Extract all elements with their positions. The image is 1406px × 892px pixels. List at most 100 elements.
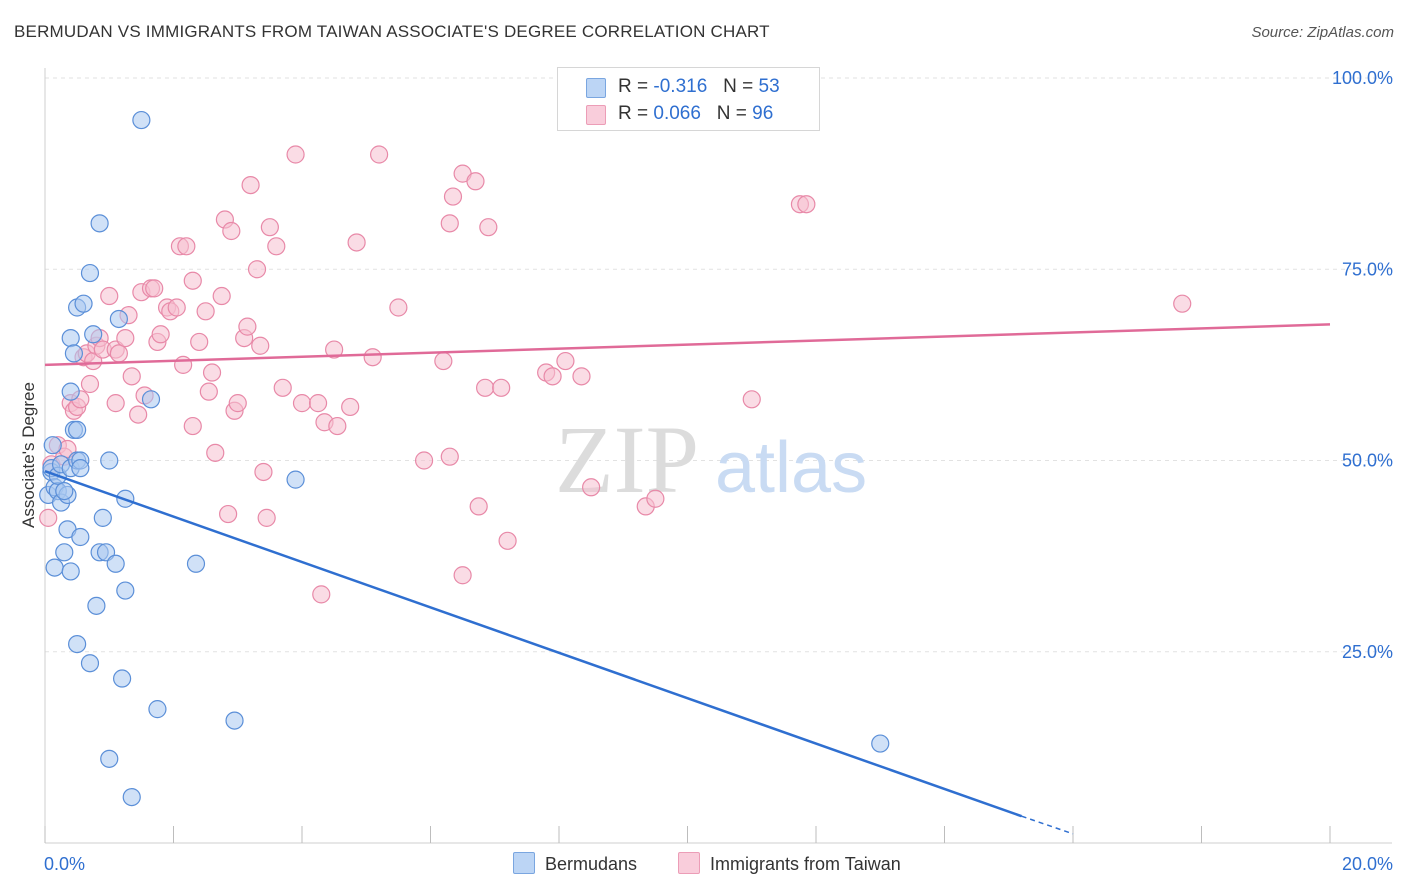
y-tick-label: 25.0% [1342, 642, 1393, 662]
data-point-bermudans [68, 634, 87, 654]
data-point-taiwan [312, 585, 331, 604]
data-point-taiwan [151, 325, 170, 344]
data-point-taiwan [257, 508, 276, 527]
data-point-taiwan [646, 489, 665, 508]
data-point-taiwan [222, 221, 241, 241]
data-point-taiwan [190, 332, 209, 352]
bottom-legend-bermudans: Bermudans [513, 852, 637, 875]
bottom-legend-swatch-pink [678, 852, 700, 874]
data-point-taiwan [1173, 294, 1192, 313]
data-point-taiwan [414, 451, 434, 470]
data-point-taiwan [476, 378, 495, 397]
data-point-taiwan [199, 382, 218, 401]
data-point-bermudans [186, 554, 206, 573]
data-point-taiwan [219, 504, 238, 524]
data-point-bermudans [106, 554, 125, 573]
data-point-bermudans [61, 562, 80, 581]
data-point-taiwan [363, 348, 382, 367]
data-point-taiwan [247, 260, 267, 279]
data-point-bermudans [71, 527, 90, 547]
data-point-taiwan [202, 363, 222, 382]
data-point-taiwan [286, 145, 305, 164]
data-point-bermudans [55, 543, 74, 562]
data-point-taiwan [498, 531, 517, 550]
correlation-legend: R = -0.316 N = 53 R = 0.066 N = 96 [557, 67, 820, 131]
data-point-taiwan [241, 176, 260, 195]
data-point-taiwan [543, 367, 562, 386]
data-point-bermudans [68, 420, 87, 439]
data-point-bermudans [109, 309, 128, 329]
legend-n-value-bermudans: 53 [758, 76, 780, 97]
data-point-bermudans [148, 700, 167, 719]
data-point-taiwan [183, 271, 202, 290]
data-point-taiwan [167, 298, 186, 317]
data-point-taiwan [347, 233, 366, 252]
watermark-atlas: atlas [715, 428, 867, 508]
data-point-bermudans [71, 459, 90, 478]
data-point-taiwan [174, 355, 193, 374]
y-tick-label: 75.0% [1342, 259, 1393, 279]
data-point-bermudans [43, 436, 62, 455]
data-point-taiwan [469, 497, 488, 516]
data-point-taiwan [308, 394, 328, 413]
bottom-legend-taiwan: Immigrants from Taiwan [678, 852, 901, 875]
data-point-taiwan [389, 298, 408, 317]
y-axis-label: Associate's Degree [19, 382, 38, 528]
chart-title: BERMUDAN VS IMMIGRANTS FROM TAIWAN ASSOC… [14, 22, 770, 41]
data-point-taiwan [106, 394, 125, 413]
data-point-taiwan [440, 447, 459, 466]
data-point-bermudans [100, 451, 119, 470]
data-point-bermudans [871, 734, 890, 753]
x-tick-label: 0.0% [44, 854, 85, 874]
data-point-taiwan [466, 172, 485, 191]
data-point-taiwan [122, 367, 141, 386]
data-point-taiwan [212, 286, 231, 306]
data-point-bermudans [90, 214, 109, 233]
data-point-taiwan [39, 508, 58, 527]
data-point-taiwan [228, 394, 247, 413]
legend-r-value-taiwan: 0.066 [653, 103, 701, 124]
data-point-bermudans [286, 470, 305, 489]
data-point-bermudans [132, 110, 151, 130]
trend-lines [44, 323, 1331, 835]
watermark: ZIP atlas [555, 406, 867, 513]
series-bermudans-points [39, 110, 890, 807]
data-point-taiwan [129, 405, 148, 424]
data-point-taiwan [328, 416, 347, 436]
data-point-taiwan [183, 416, 202, 436]
data-point-taiwan [434, 351, 453, 371]
legend-swatch-pink [586, 105, 606, 125]
data-point-taiwan [260, 218, 279, 237]
bottom-legend-label-taiwan: Immigrants from Taiwan [710, 854, 901, 874]
y-tick-label: 100.0% [1332, 68, 1393, 88]
y-tick-label: 50.0% [1342, 451, 1393, 471]
data-point-bermudans [87, 596, 106, 615]
data-point-taiwan [273, 378, 292, 397]
data-point-bermudans [80, 263, 100, 283]
data-point-taiwan [325, 340, 344, 359]
data-point-taiwan [196, 302, 215, 321]
trend-line-taiwan [44, 323, 1331, 367]
data-point-taiwan [341, 397, 360, 417]
grid-lines [45, 77, 1392, 653]
data-point-taiwan [440, 214, 459, 233]
data-point-taiwan [80, 374, 100, 394]
legend-n-value-taiwan: 96 [752, 103, 774, 124]
data-point-taiwan [556, 351, 575, 371]
data-point-bermudans [61, 382, 80, 401]
data-point-taiwan [797, 195, 816, 214]
data-point-bermudans [55, 482, 74, 501]
data-point-bermudans [122, 787, 141, 807]
tick-labels: 100.0% 75.0% 50.0% 25.0% 0.0% 20.0% [44, 68, 1393, 874]
data-point-taiwan [492, 378, 511, 397]
bottom-legend-label-bermudans: Bermudans [545, 854, 638, 874]
data-point-bermudans [112, 669, 132, 688]
data-point-taiwan [267, 237, 286, 256]
data-point-taiwan [582, 478, 601, 497]
watermark-zip: ZIP [555, 406, 699, 513]
data-point-taiwan [109, 344, 128, 363]
data-point-taiwan [292, 394, 312, 413]
trend-line-bermudans-extension [1021, 815, 1074, 835]
x-tick-label: 20.0% [1342, 854, 1393, 874]
